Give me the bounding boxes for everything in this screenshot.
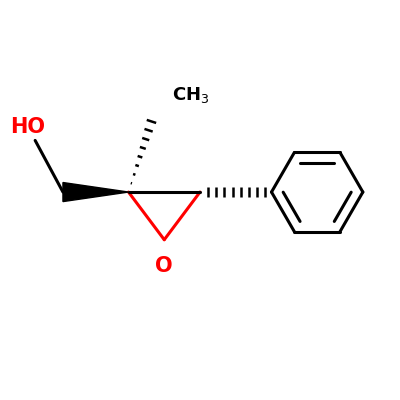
Text: O: O [156,256,173,276]
Text: CH$_3$: CH$_3$ [172,85,210,105]
Polygon shape [63,182,128,202]
Text: HO: HO [10,116,45,136]
